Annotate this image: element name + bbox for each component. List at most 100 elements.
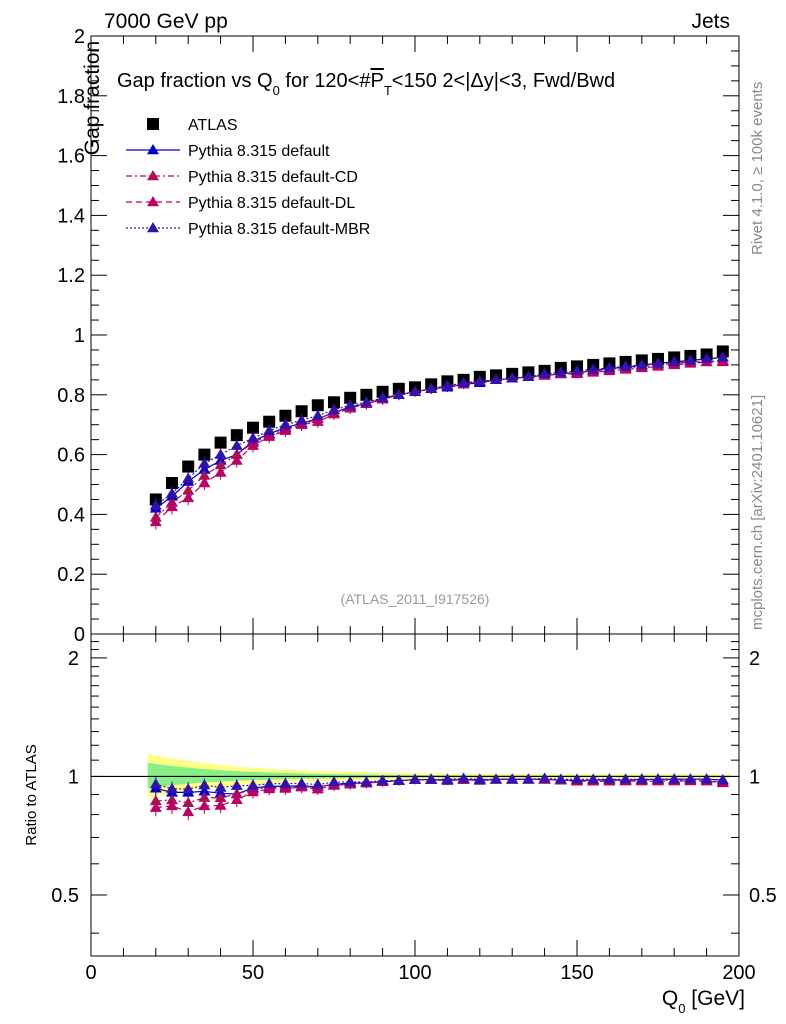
mbr-ratio-point	[554, 773, 567, 784]
legend-label-mbr: Pythia 8.315 default-MBR	[188, 221, 370, 238]
dl-ratio-point	[198, 799, 211, 811]
mbr-ratio-point	[684, 773, 697, 784]
mbr-ratio-point	[619, 773, 632, 784]
legend-label-dl: Pythia 8.315 default-DL	[188, 195, 355, 212]
mbr-ratio-point	[376, 774, 389, 785]
mbr-point	[506, 372, 519, 383]
mbr-point	[700, 352, 713, 364]
atlas-point	[166, 477, 178, 490]
title-pt-p: P	[370, 70, 383, 92]
rivet-label: Rivet 4.1.0, ≥ 100k events	[749, 82, 766, 255]
mbr-ratio-point	[214, 781, 227, 792]
cd-ratio-point	[214, 791, 227, 802]
mbr-point	[344, 399, 357, 410]
mbr-point	[490, 373, 502, 385]
dl-ratio-point	[182, 805, 195, 817]
mbr-ratio-point	[538, 772, 551, 783]
main-y-axis-label: Gap fraction	[81, 41, 104, 155]
x-tick-label: 100	[398, 962, 431, 984]
atlas-point	[247, 421, 259, 434]
mbr-ratio-point	[571, 773, 583, 784]
atlas-point	[311, 399, 324, 412]
process-label: Jets	[691, 10, 730, 33]
mbr-point	[441, 379, 454, 391]
mbr-ratio-point	[668, 773, 681, 784]
mbr-ratio-point	[263, 777, 276, 789]
atlas-point	[328, 396, 340, 409]
mbr-point	[247, 432, 259, 443]
cd-point	[214, 459, 227, 470]
legend-label-default: Pythia 8.315 default	[188, 143, 330, 160]
mbr-point	[392, 388, 405, 399]
ratio-band-stat	[147, 762, 731, 789]
ratio-data-series	[149, 772, 729, 821]
mbr-point	[214, 448, 227, 459]
mbr-point	[571, 364, 583, 376]
mbr-ratio-point	[311, 778, 324, 789]
ratio-y-tick-label: 2	[68, 648, 79, 670]
legend-label-cd: Pythia 8.315 default-CD	[188, 169, 358, 186]
x-tick-label: 150	[560, 962, 593, 984]
mbr-ratio-point	[473, 773, 486, 784]
cd-ratio-point	[198, 791, 211, 802]
mbr-ratio-point	[295, 777, 308, 788]
mbr-ratio-point	[700, 773, 713, 784]
dl-point	[198, 477, 211, 488]
y-tick-label: 1	[74, 325, 85, 347]
mbr-ratio-point	[182, 783, 195, 794]
ratio-y-tick-label-right: 1	[749, 766, 760, 788]
mbr-point	[538, 367, 551, 379]
mbr-ratio-point	[635, 773, 648, 784]
mbr-point	[554, 366, 567, 377]
mbr-ratio-point	[360, 775, 373, 787]
mbr-point	[652, 357, 664, 368]
y-tick-label: 0	[74, 624, 85, 646]
atlas-point	[182, 460, 195, 473]
atlas-point	[344, 391, 357, 404]
y-tick-label: 0.8	[57, 385, 85, 407]
ratio-y-tick-label: 0.5	[51, 885, 79, 907]
cd-ratio-point	[182, 796, 195, 808]
mbr-ratio-point	[441, 773, 454, 784]
dl-ratio-point	[214, 799, 227, 810]
mbr-ratio-point	[652, 773, 664, 784]
mbr-point	[360, 396, 373, 407]
ratio-y-tick-label: 1	[68, 766, 79, 788]
mbr-point	[587, 363, 600, 374]
cd-point	[198, 469, 211, 480]
legend-marker-atlas	[147, 118, 159, 130]
legend-marker-mbr	[147, 222, 159, 233]
y-tick-label: 1.2	[57, 265, 85, 287]
legend: ATLAS Pythia 8.315 default Pythia 8.315 de…	[126, 117, 370, 238]
x-tick-label: 50	[242, 962, 264, 984]
mbr-point	[716, 351, 729, 362]
mbr-point	[311, 409, 324, 420]
y-tick-label: 1.4	[57, 205, 85, 227]
mbr-ratio-point	[603, 773, 616, 784]
atlas-point	[214, 436, 227, 449]
dl-ratio-point	[149, 801, 162, 812]
mbr-point	[230, 439, 243, 450]
mbr-point	[328, 403, 340, 414]
mbr-point	[376, 391, 389, 402]
chart-title: Gap fraction vs Q0 for 120<#PT<150 2<|Δy…	[117, 70, 615, 98]
y-tick-label: 0.2	[57, 564, 85, 586]
atlas-point	[198, 448, 211, 461]
site-label: mcplots.cern.ch [arXiv:2401.10621]	[749, 395, 766, 630]
mbr-point	[457, 376, 470, 388]
ratio-y-axis-label: Ratio to ATLAS	[23, 744, 40, 845]
legend-marker-cd	[147, 170, 159, 181]
dl-point	[149, 515, 162, 527]
main-axis-ticks: 0 0.2 0.4 0.6 0.8 1 1.2 1.4 1.6 1.8 2	[57, 26, 740, 646]
mbr-point	[149, 499, 162, 510]
mbr-point	[603, 361, 616, 373]
x-axis-label: Q0 [GeV]	[662, 987, 745, 1016]
mbr-ratio-point	[506, 773, 519, 784]
atlas-point	[360, 388, 373, 401]
y-tick-label: 0.6	[57, 445, 85, 467]
mbr-ratio-point	[522, 773, 535, 784]
mbr-point	[635, 358, 648, 370]
mbr-ratio-point	[587, 773, 600, 784]
mbr-ratio-line	[155, 777, 723, 790]
